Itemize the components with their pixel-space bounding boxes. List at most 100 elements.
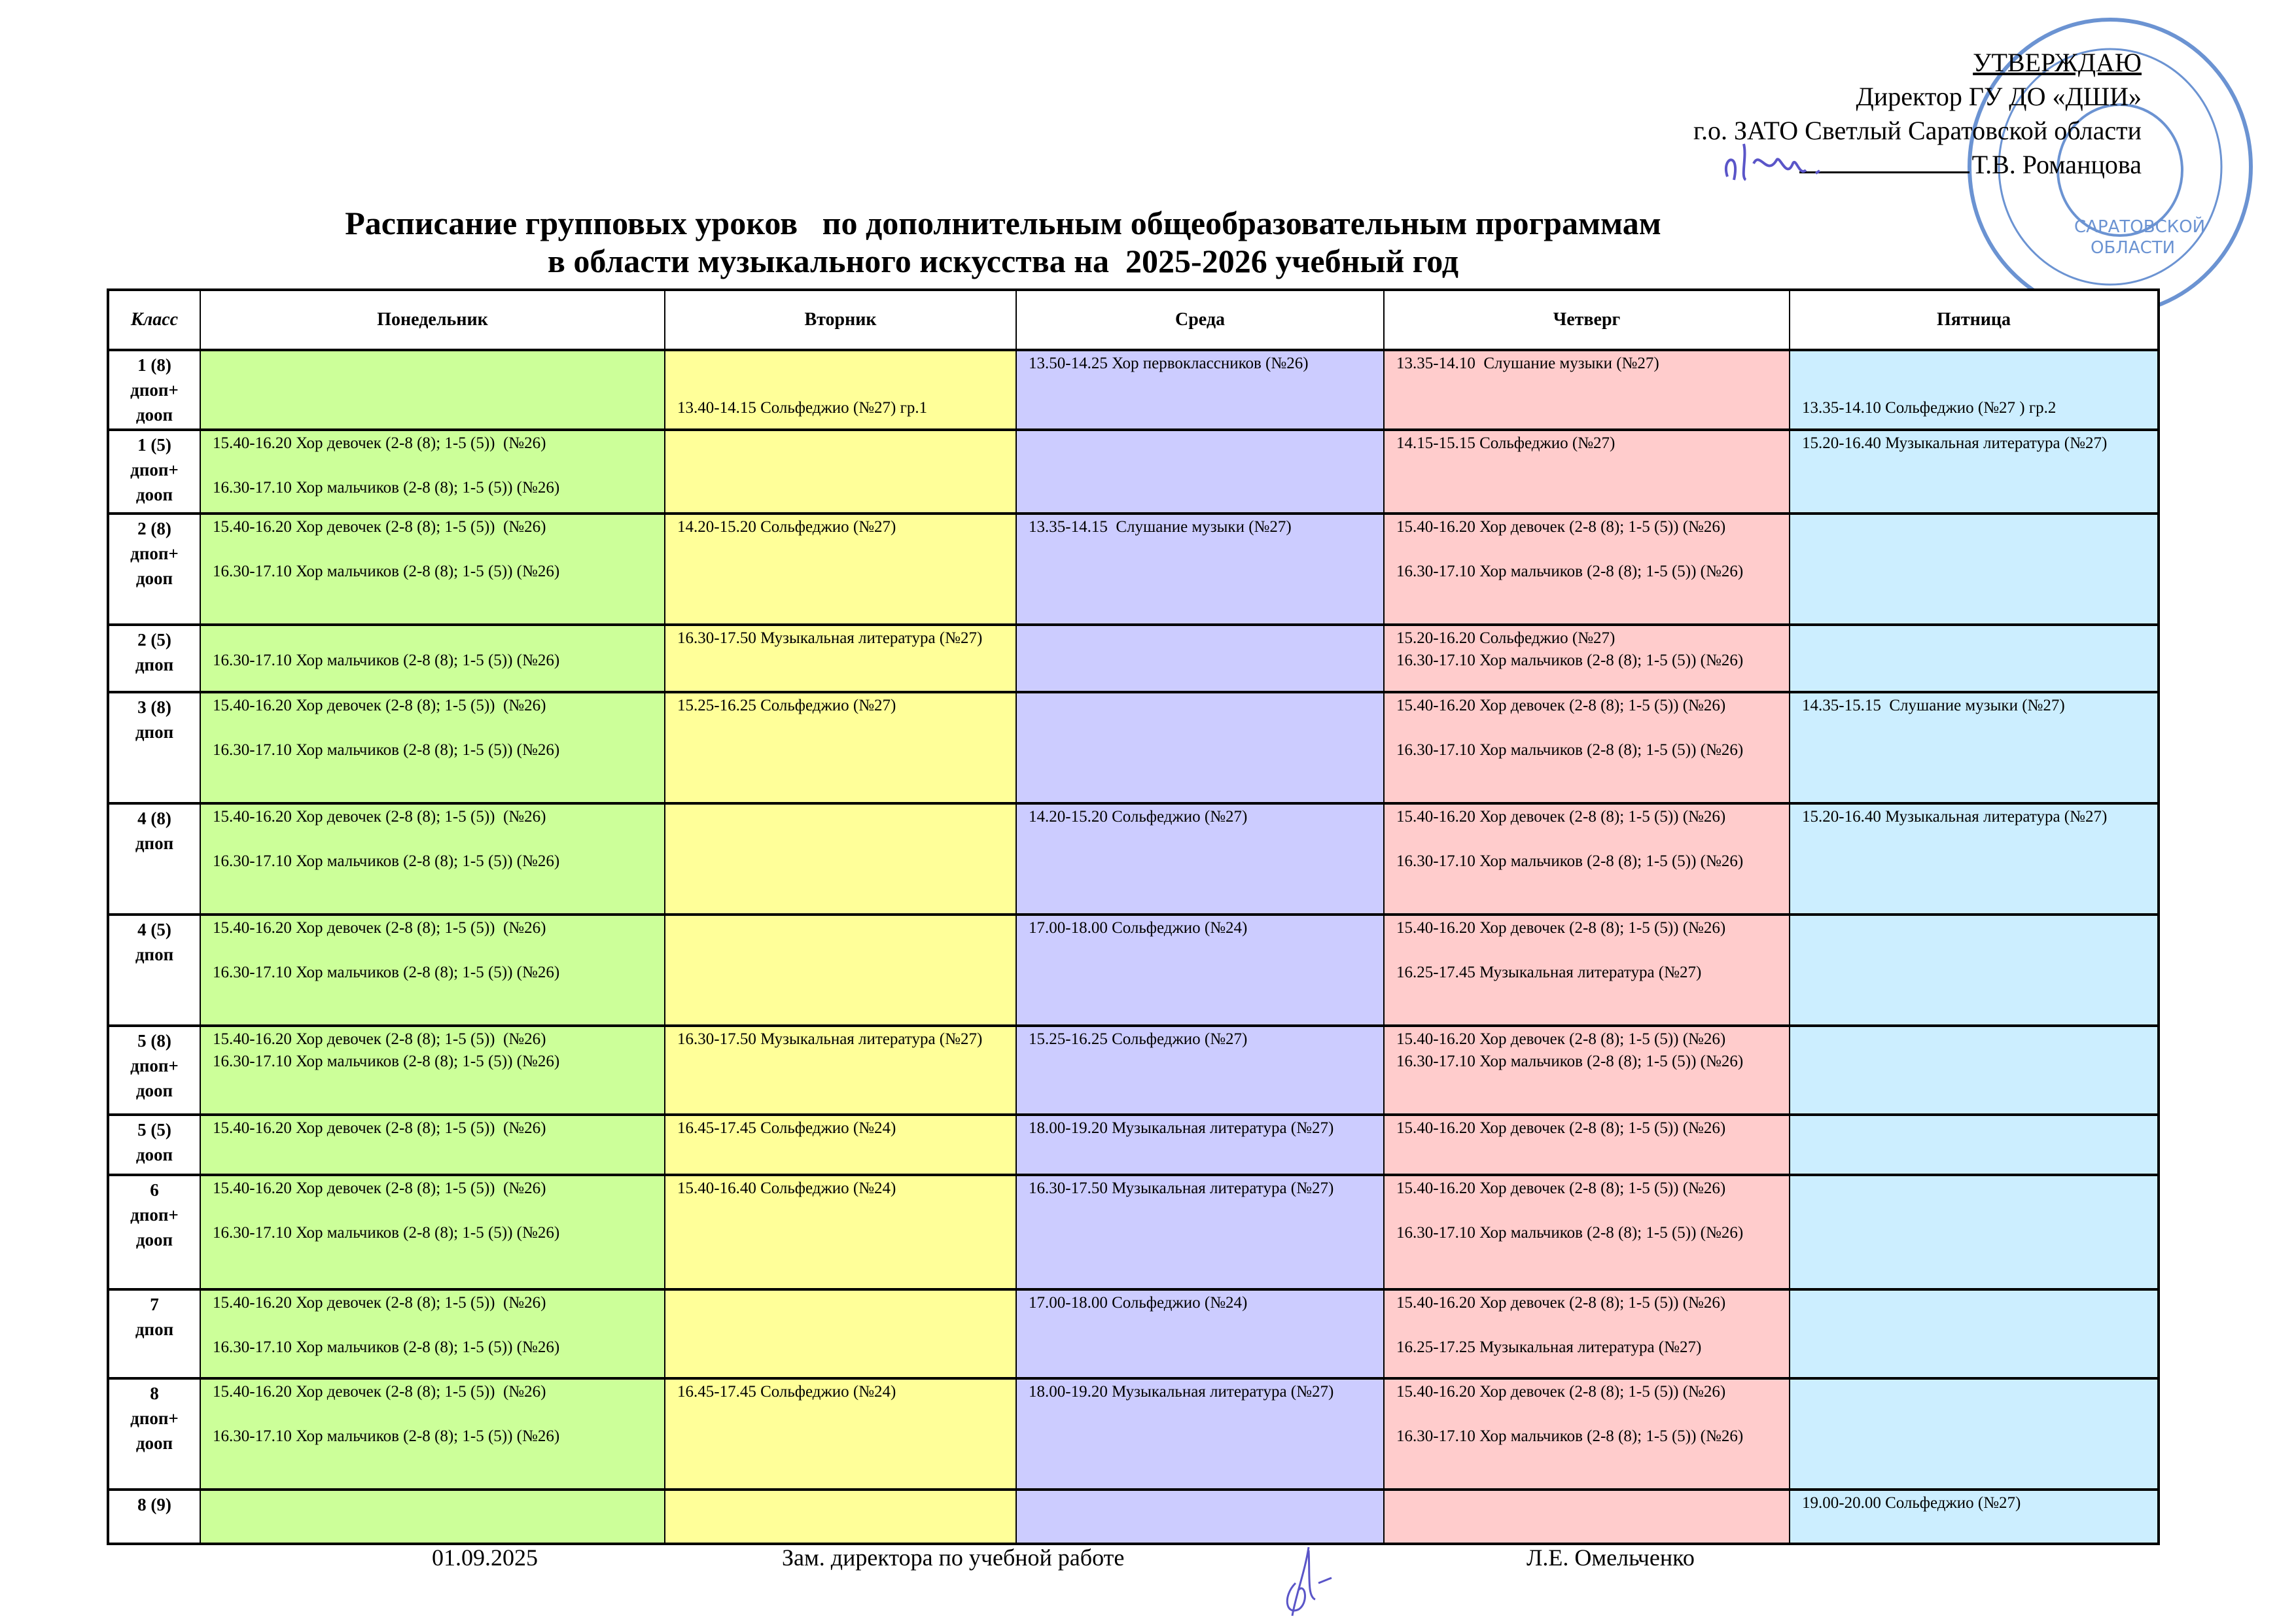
cell-monday: 15.40-16.20 Хор девочек (2-8 (8); 1-5 (5… <box>200 512 665 625</box>
cell-monday <box>200 1488 665 1544</box>
cell-thursday: 15.40-16.20 Хор девочек (2-8 (8); 1-5 (5… <box>1383 1113 1790 1176</box>
schedule-row: 3 (8) дпоп 15.40-16.20 Хор девочек (2-8 (… <box>107 691 2159 804</box>
cell-monday: 15.40-16.20 Хор девочек (2-8 (8); 1-5 (5… <box>200 913 665 1026</box>
class-label: 1 (5) дпоп+ дооп <box>107 428 201 514</box>
cell-friday <box>1789 1174 2159 1290</box>
cell-wednesday <box>1016 623 1385 693</box>
cell-thursday: 15.40-16.20 Хор девочек (2-8 (8); 1-5 (5… <box>1383 1174 1790 1290</box>
class-label: 8 дпоп+ дооп <box>107 1377 201 1490</box>
approval-heading: УТВЕРЖДАЮ <box>1973 48 2142 77</box>
cell-thursday: 15.40-16.20 Хор девочек (2-8 (8); 1-5 (5… <box>1383 512 1790 625</box>
cell-monday: 15.40-16.20 Хор девочек (2-8 (8); 1-5 (5… <box>200 691 665 804</box>
cell-friday: 14.35-15.15 Слушание музыки (№27) <box>1789 691 2159 804</box>
class-label: 7 дпоп <box>107 1288 201 1379</box>
cell-friday: 13.35-14.10 Сольфеджио (№27 ) гр.2 <box>1789 349 2159 430</box>
cell-monday <box>200 349 665 430</box>
approval-line1: Директор ГУ ДО «ДШИ» <box>1856 82 2142 111</box>
svg-text:ОБЛАСТИ: ОБЛАСТИ <box>2091 238 2175 258</box>
cell-thursday: 15.40-16.20 Хор девочек (2-8 (8); 1-5 (5… <box>1383 691 1790 804</box>
cell-tuesday: 16.30-17.50 Музыкальная литература (№27) <box>664 623 1017 693</box>
cell-tuesday <box>664 428 1017 514</box>
cell-monday: 15.40-16.20 Хор девочек (2-8 (8); 1-5 (5… <box>200 1174 665 1290</box>
header-tuesday: Вторник <box>664 289 1017 351</box>
director-signature <box>1725 143 1821 181</box>
cell-wednesday <box>1016 428 1385 514</box>
cell-tuesday: 15.25-16.25 Сольфеджио (№27) <box>664 691 1017 804</box>
class-label: 2 (8) дпоп+ дооп <box>107 512 201 625</box>
header-monday: Понедельник <box>200 289 665 351</box>
cell-monday: 15.40-16.20 Хор девочек (2-8 (8); 1-5 (5… <box>200 428 665 514</box>
cell-thursday: 15.40-16.20 Хор девочек (2-8 (8); 1-5 (5… <box>1383 1288 1790 1379</box>
cell-friday <box>1789 1288 2159 1379</box>
cell-tuesday: 16.30-17.50 Музыкальная литература (№27) <box>664 1024 1017 1115</box>
cell-friday <box>1789 1377 2159 1490</box>
cell-tuesday: 16.45-17.45 Сольфеджио (№24) <box>664 1377 1017 1490</box>
footer: 01.09.2025 Зам. директора по учебной раб… <box>0 1539 2296 1591</box>
schedule-row: 5 (8) дпоп+ дооп 15.40-16.20 Хор девочек … <box>107 1024 2159 1115</box>
cell-monday: 15.40-16.20 Хор девочек (2-8 (8); 1-5 (5… <box>200 1113 665 1176</box>
footer-position: Зам. директора по учебной работе <box>782 1544 1125 1571</box>
cell-friday <box>1789 913 2159 1026</box>
schedule-row: 4 (8) дпоп 15.40-16.20 Хор девочек (2-8 (… <box>107 802 2159 915</box>
cell-friday <box>1789 1024 2159 1115</box>
class-label: 6 дпоп+ дооп <box>107 1174 201 1290</box>
cell-wednesday <box>1016 691 1385 804</box>
class-label: 2 (5) дпоп <box>107 623 201 693</box>
cell-friday: 19.00-20.00 Сольфеджио (№27) <box>1789 1488 2159 1544</box>
class-label: 8 (9) <box>107 1488 201 1544</box>
approval-block: УТВЕРЖДАЮ Директор ГУ ДО «ДШИ» г.о. ЗАТО… <box>1693 46 2142 182</box>
cell-friday: 15.20-16.40 Музыкальная литература (№27) <box>1789 428 2159 514</box>
approval-line2: г.о. ЗАТО Светлый Саратовской области <box>1693 116 2142 145</box>
cell-tuesday <box>664 802 1017 915</box>
cell-wednesday: 16.30-17.50 Музыкальная литература (№27) <box>1016 1174 1385 1290</box>
cell-wednesday <box>1016 1488 1385 1544</box>
footer-name: Л.Е. Омельченко <box>1527 1544 1695 1571</box>
cell-wednesday: 17.00-18.00 Сольфеджио (№24) <box>1016 1288 1385 1379</box>
schedule-row: 1 (5) дпоп+ дооп 15.40-16.20 Хор девочек … <box>107 428 2159 514</box>
cell-wednesday: 17.00-18.00 Сольфеджио (№24) <box>1016 913 1385 1026</box>
cell-thursday: 15.40-16.20 Хор девочек (2-8 (8); 1-5 (5… <box>1383 1377 1790 1490</box>
schedule-row: 1 (8) дпоп+ дооп 13.40-14.15 Сольфеджио … <box>107 349 2159 430</box>
cell-friday <box>1789 623 2159 693</box>
cell-thursday: 13.35-14.10 Слушание музыки (№27) <box>1383 349 1790 430</box>
cell-thursday: 14.15-15.15 Сольфеджио (№27) <box>1383 428 1790 514</box>
header-friday: Пятница <box>1789 289 2159 351</box>
cell-friday <box>1789 512 2159 625</box>
cell-tuesday: 15.40-16.40 Сольфеджио (№24) <box>664 1174 1017 1290</box>
cell-monday: 15.40-16.20 Хор девочек (2-8 (8); 1-5 (5… <box>200 1024 665 1115</box>
cell-thursday: 15.40-16.20 Хор девочек (2-8 (8); 1-5 (5… <box>1383 802 1790 915</box>
schedule-row: 7 дпоп 15.40-16.20 Хор девочек (2-8 (8); … <box>107 1288 2159 1379</box>
class-label: 4 (5) дпоп <box>107 913 201 1026</box>
class-label: 1 (8) дпоп+ дооп <box>107 349 201 430</box>
cell-friday: 15.20-16.40 Музыкальная литература (№27) <box>1789 802 2159 915</box>
cell-thursday <box>1383 1488 1790 1544</box>
cell-tuesday <box>664 913 1017 1026</box>
cell-monday: 15.40-16.20 Хор девочек (2-8 (8); 1-5 (5… <box>200 1288 665 1379</box>
schedule-row: 8 (9) 19.00-20.00 Сольфеджио (№27) <box>107 1488 2159 1544</box>
title-line1: Расписание групповых уроков по дополните… <box>345 205 1661 241</box>
schedule-row: 2 (8) дпоп+ дооп 15.40-16.20 Хор девочек … <box>107 512 2159 625</box>
class-label: 5 (8) дпоп+ дооп <box>107 1024 201 1115</box>
cell-wednesday: 13.35-14.15 Слушание музыки (№27) <box>1016 512 1385 625</box>
cell-monday: 15.40-16.20 Хор девочек (2-8 (8); 1-5 (5… <box>200 802 665 915</box>
cell-monday: 15.40-16.20 Хор девочек (2-8 (8); 1-5 (5… <box>200 1377 665 1490</box>
cell-thursday: 15.20-16.20 Сольфеджио (№27) 16.30-17.10… <box>1383 623 1790 693</box>
svg-text:САРАТОВСКОЙ: САРАТОВСКОЙ <box>2074 216 2205 237</box>
schedule-row: 6 дпоп+ дооп 15.40-16.20 Хор девочек (2-8… <box>107 1174 2159 1290</box>
cell-wednesday: 13.50-14.25 Хор первоклассников (№26) <box>1016 349 1385 430</box>
header-class: Класс <box>107 289 201 351</box>
signature-line <box>1799 171 1969 173</box>
header-row: Класс Понедельник Вторник Среда Четверг … <box>107 289 2159 351</box>
cell-tuesday <box>664 1488 1017 1544</box>
cell-tuesday: 16.45-17.45 Сольфеджио (№24) <box>664 1113 1017 1176</box>
header-wednesday: Среда <box>1016 289 1385 351</box>
schedule-row: 4 (5) дпоп 15.40-16.20 Хор девочек (2-8 (… <box>107 913 2159 1026</box>
cell-thursday: 15.40-16.20 Хор девочек (2-8 (8); 1-5 (5… <box>1383 1024 1790 1115</box>
schedule-row: 8 дпоп+ дооп 15.40-16.20 Хор девочек (2-8… <box>107 1377 2159 1490</box>
cell-wednesday: 18.00-19.20 Музыкальная литература (№27) <box>1016 1377 1385 1490</box>
class-label: 3 (8) дпоп <box>107 691 201 804</box>
class-label: 4 (8) дпоп <box>107 802 201 915</box>
schedule-row: 5 (5) дооп 15.40-16.20 Хор девочек (2-8 (… <box>107 1113 2159 1176</box>
cell-wednesday: 15.25-16.25 Сольфеджио (№27) <box>1016 1024 1385 1115</box>
cell-wednesday: 14.20-15.20 Сольфеджио (№27) <box>1016 802 1385 915</box>
